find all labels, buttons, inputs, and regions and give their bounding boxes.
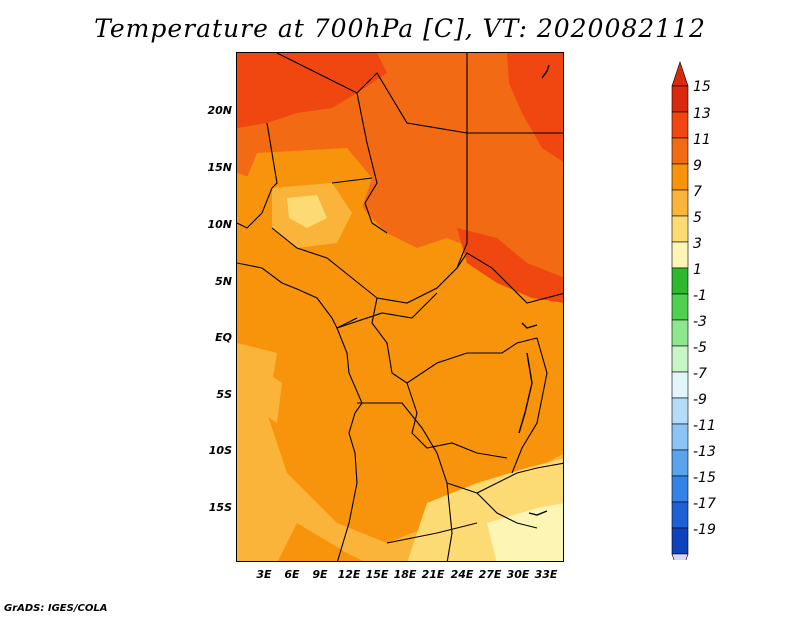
colorbar-label: -17 (693, 496, 716, 512)
field-north-13 (237, 53, 563, 293)
lat-tick-label: 10S (208, 444, 232, 457)
colorbar-label: -5 (693, 340, 707, 356)
colorbar-label: 9 (693, 158, 702, 174)
colorbar-label: -13 (693, 444, 716, 460)
lon-tick-label: 3E (256, 568, 272, 581)
lat-tick-label: 5S (216, 388, 232, 401)
field-sw-11 (278, 523, 363, 561)
colorbar-segment (671, 163, 689, 191)
colorbar-top-arrow (671, 61, 689, 87)
credit-text: GrADS: IGES/COLA (4, 603, 108, 614)
colorbar-label: 1 (693, 262, 702, 278)
field-east-15 (457, 228, 563, 303)
colorbar-segment (671, 371, 689, 399)
lon-tick-label: 24E (450, 568, 474, 581)
lon-tick-label: 33E (534, 568, 558, 581)
colorbar-segment (671, 345, 689, 373)
lon-tick-label: 18E (393, 568, 417, 581)
colorbar-label: 13 (693, 106, 711, 122)
lon-tick-label: 30E (506, 568, 530, 581)
lat-tick-label: 10N (207, 218, 232, 231)
colorbar-label: -1 (693, 288, 707, 304)
colorbar-segment (671, 189, 689, 217)
colorbar-bottom-arrow (671, 553, 689, 560)
colorbar-label: 15 (693, 79, 711, 95)
colorbar-label: 11 (693, 132, 711, 148)
lat-tick-label: EQ (215, 331, 232, 344)
colorbar-label: 5 (693, 210, 702, 226)
lat-tick-label: 5N (215, 275, 232, 288)
lon-tick-label: 21E (421, 568, 445, 581)
lat-tick-label: 15S (208, 501, 232, 514)
lon-tick-label: 15E (365, 568, 389, 581)
field-coast-9 (262, 373, 282, 423)
colorbar-segment (671, 397, 689, 425)
colorbar-segment (671, 449, 689, 477)
lon-tick-label: 27E (478, 568, 502, 581)
chart-title: Temperature at 700hPa [C], VT: 202008211… (94, 14, 706, 43)
map-panel (236, 52, 564, 562)
field-nw-15 (237, 53, 387, 128)
colorbar-label: 7 (693, 184, 702, 200)
colorbar-segment (671, 319, 689, 347)
field-ne-15 (507, 53, 563, 162)
colorbar-label: -15 (693, 470, 716, 486)
lon-tick-label: 6E (284, 568, 300, 581)
colorbar-segment (671, 501, 689, 529)
colorbar-segment (671, 527, 689, 555)
lat-tick-label: 15N (207, 161, 232, 174)
lakes (518, 64, 550, 516)
colorbar-segment (671, 215, 689, 243)
field-nigeria-7 (287, 195, 327, 228)
colorbar-label: -11 (693, 418, 716, 434)
colorbar-segment (671, 85, 689, 113)
colorbar-label: -9 (693, 392, 707, 408)
colorbar-segment (671, 475, 689, 503)
country-borders (237, 53, 563, 561)
colorbar-segment (671, 293, 689, 321)
colorbar-segment (671, 111, 689, 139)
colorbar-segment (671, 137, 689, 165)
lat-tick-label: 20N (207, 104, 232, 117)
lon-tick-label: 9E (312, 568, 328, 581)
colorbar-segment (671, 241, 689, 269)
colorbar-label: -19 (693, 522, 716, 538)
colorbar-label: 3 (693, 236, 702, 252)
lon-tick-label: 12E (337, 568, 361, 581)
colorbar-segment (671, 423, 689, 451)
colorbar (671, 61, 689, 560)
colorbar-segment (671, 267, 689, 295)
colorbar-label: -3 (693, 314, 707, 330)
temperature-field (237, 53, 563, 561)
colorbar-label: -7 (693, 366, 707, 382)
